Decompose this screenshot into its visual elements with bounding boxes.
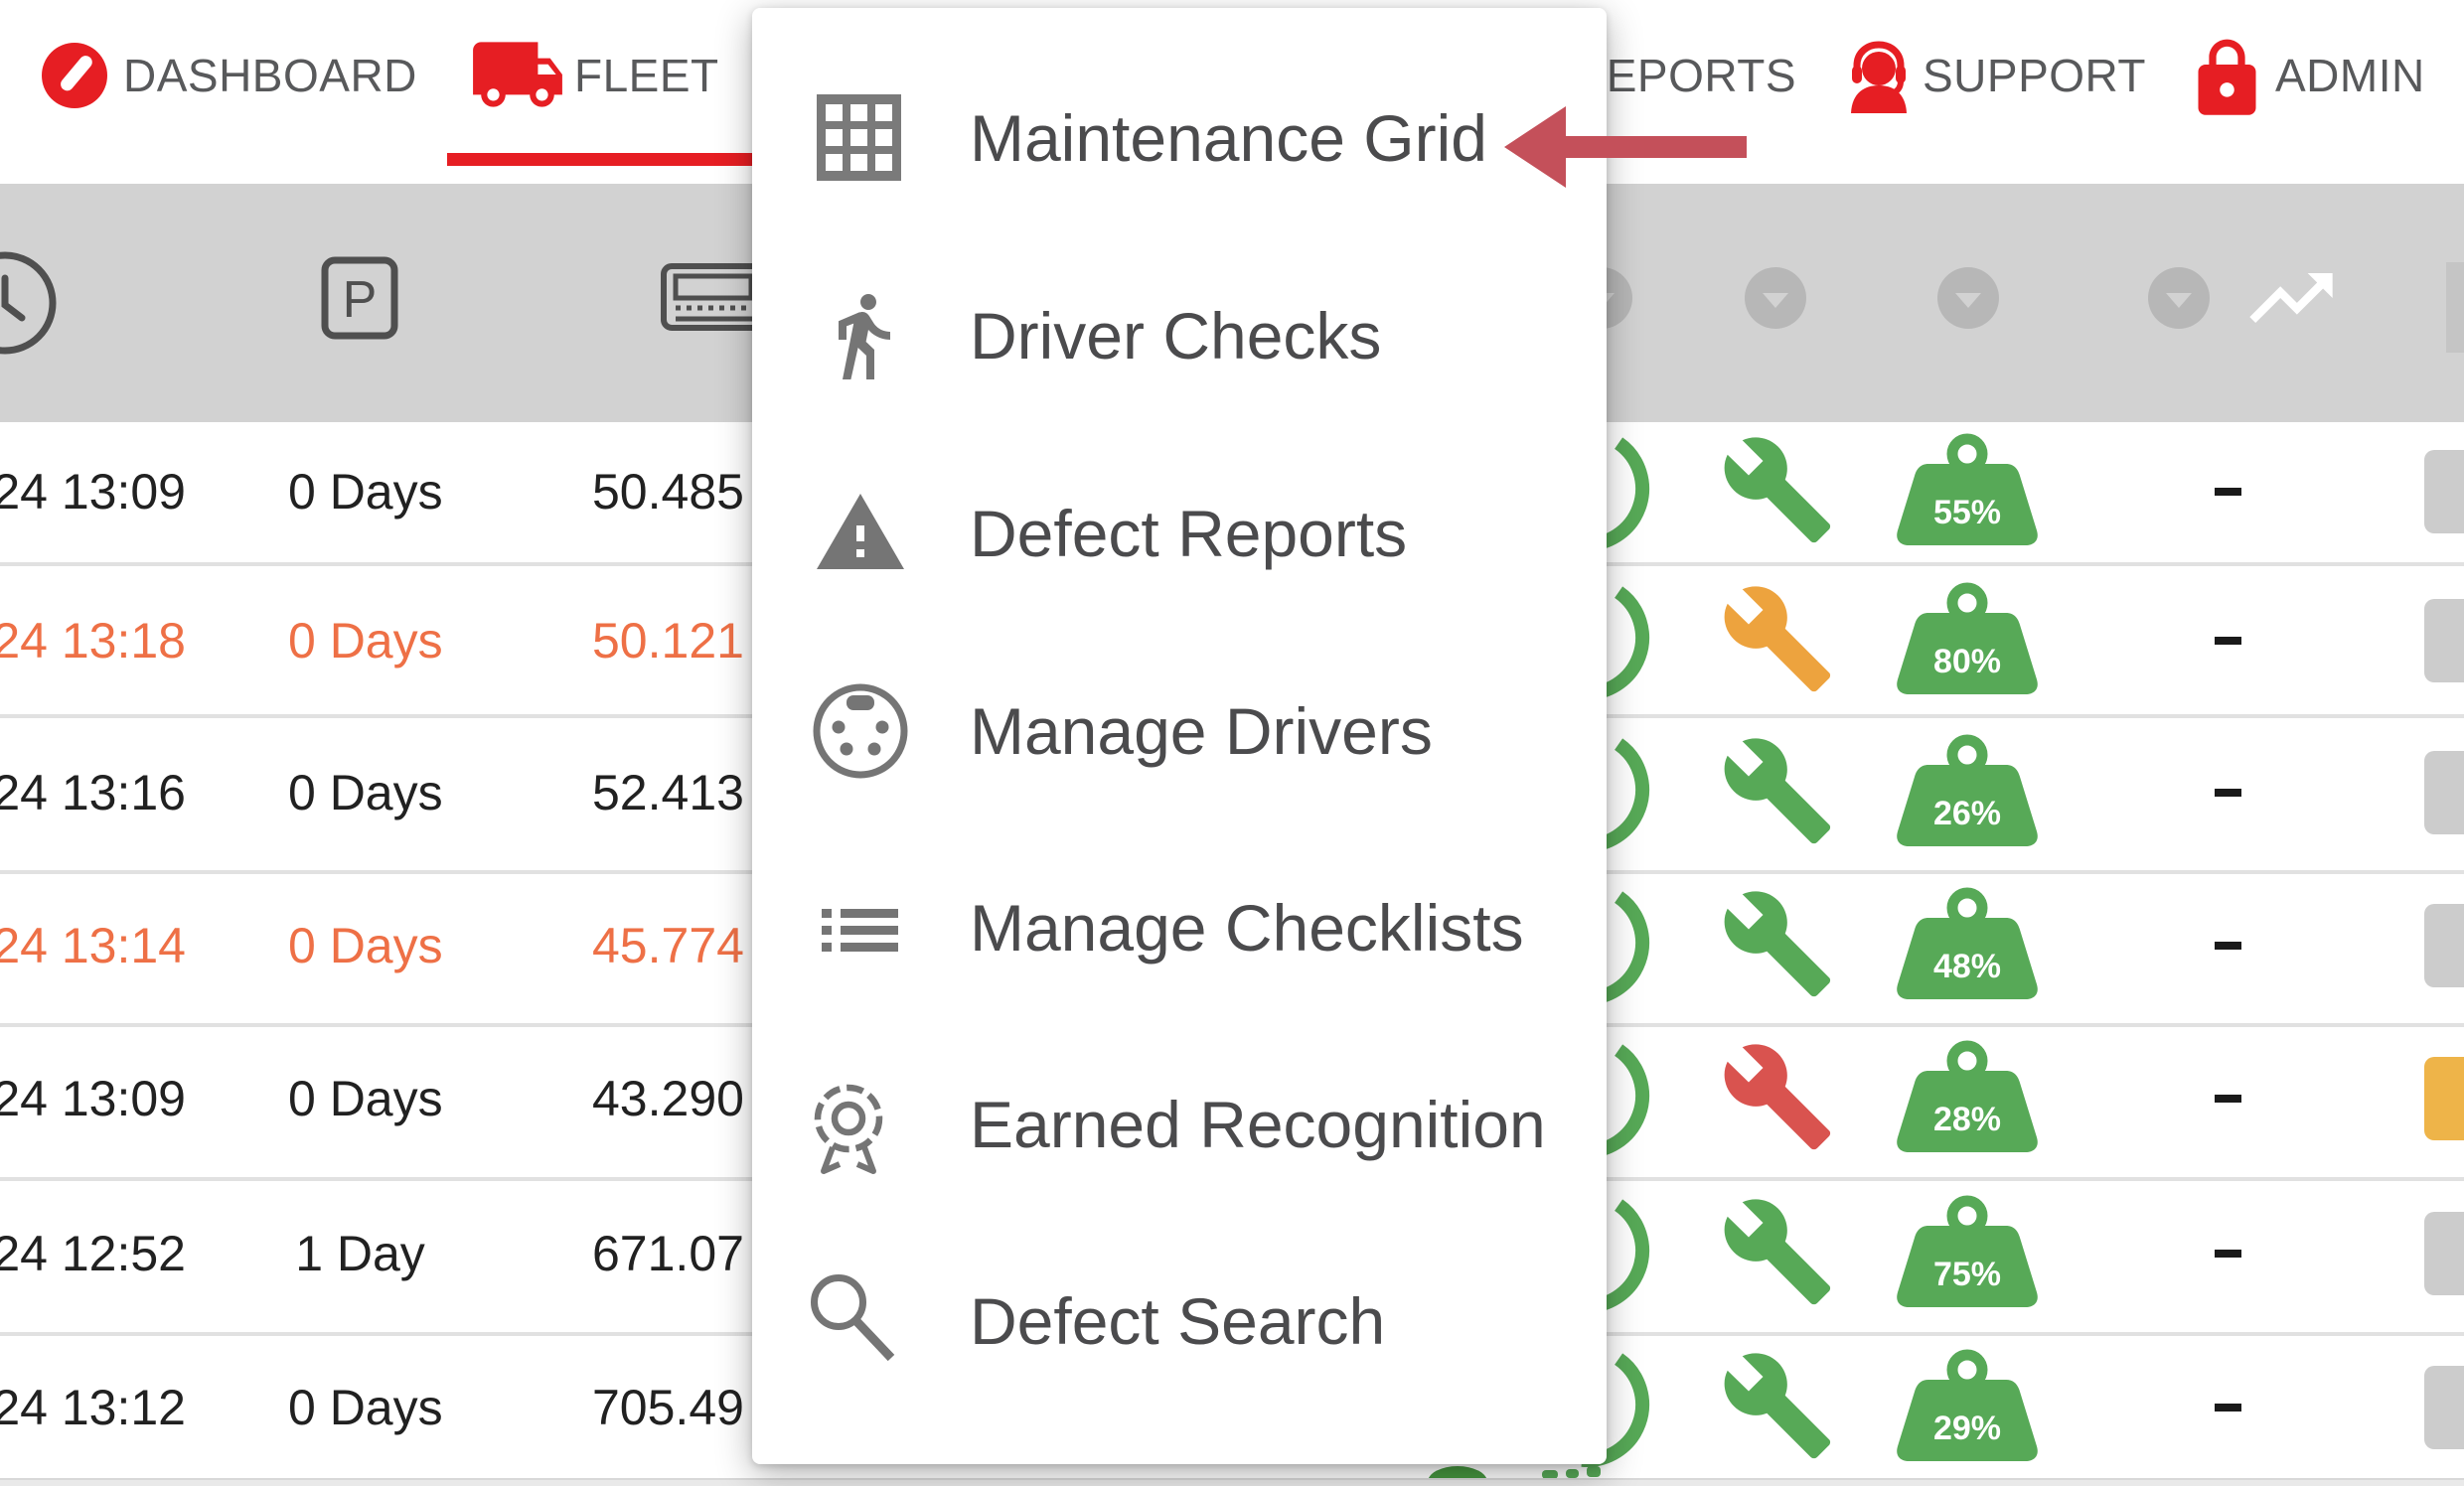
svg-text:P: P [343,271,378,329]
svg-text:28%: 28% [1933,1101,2001,1138]
svg-text:80%: 80% [1933,643,2001,680]
svg-text:55%: 55% [1933,494,2001,531]
svg-text:26%: 26% [1933,795,2001,832]
svg-text:75%: 75% [1933,1256,2001,1293]
svg-text:29%: 29% [1933,1410,2001,1447]
svg-text:48%: 48% [1933,948,2001,985]
